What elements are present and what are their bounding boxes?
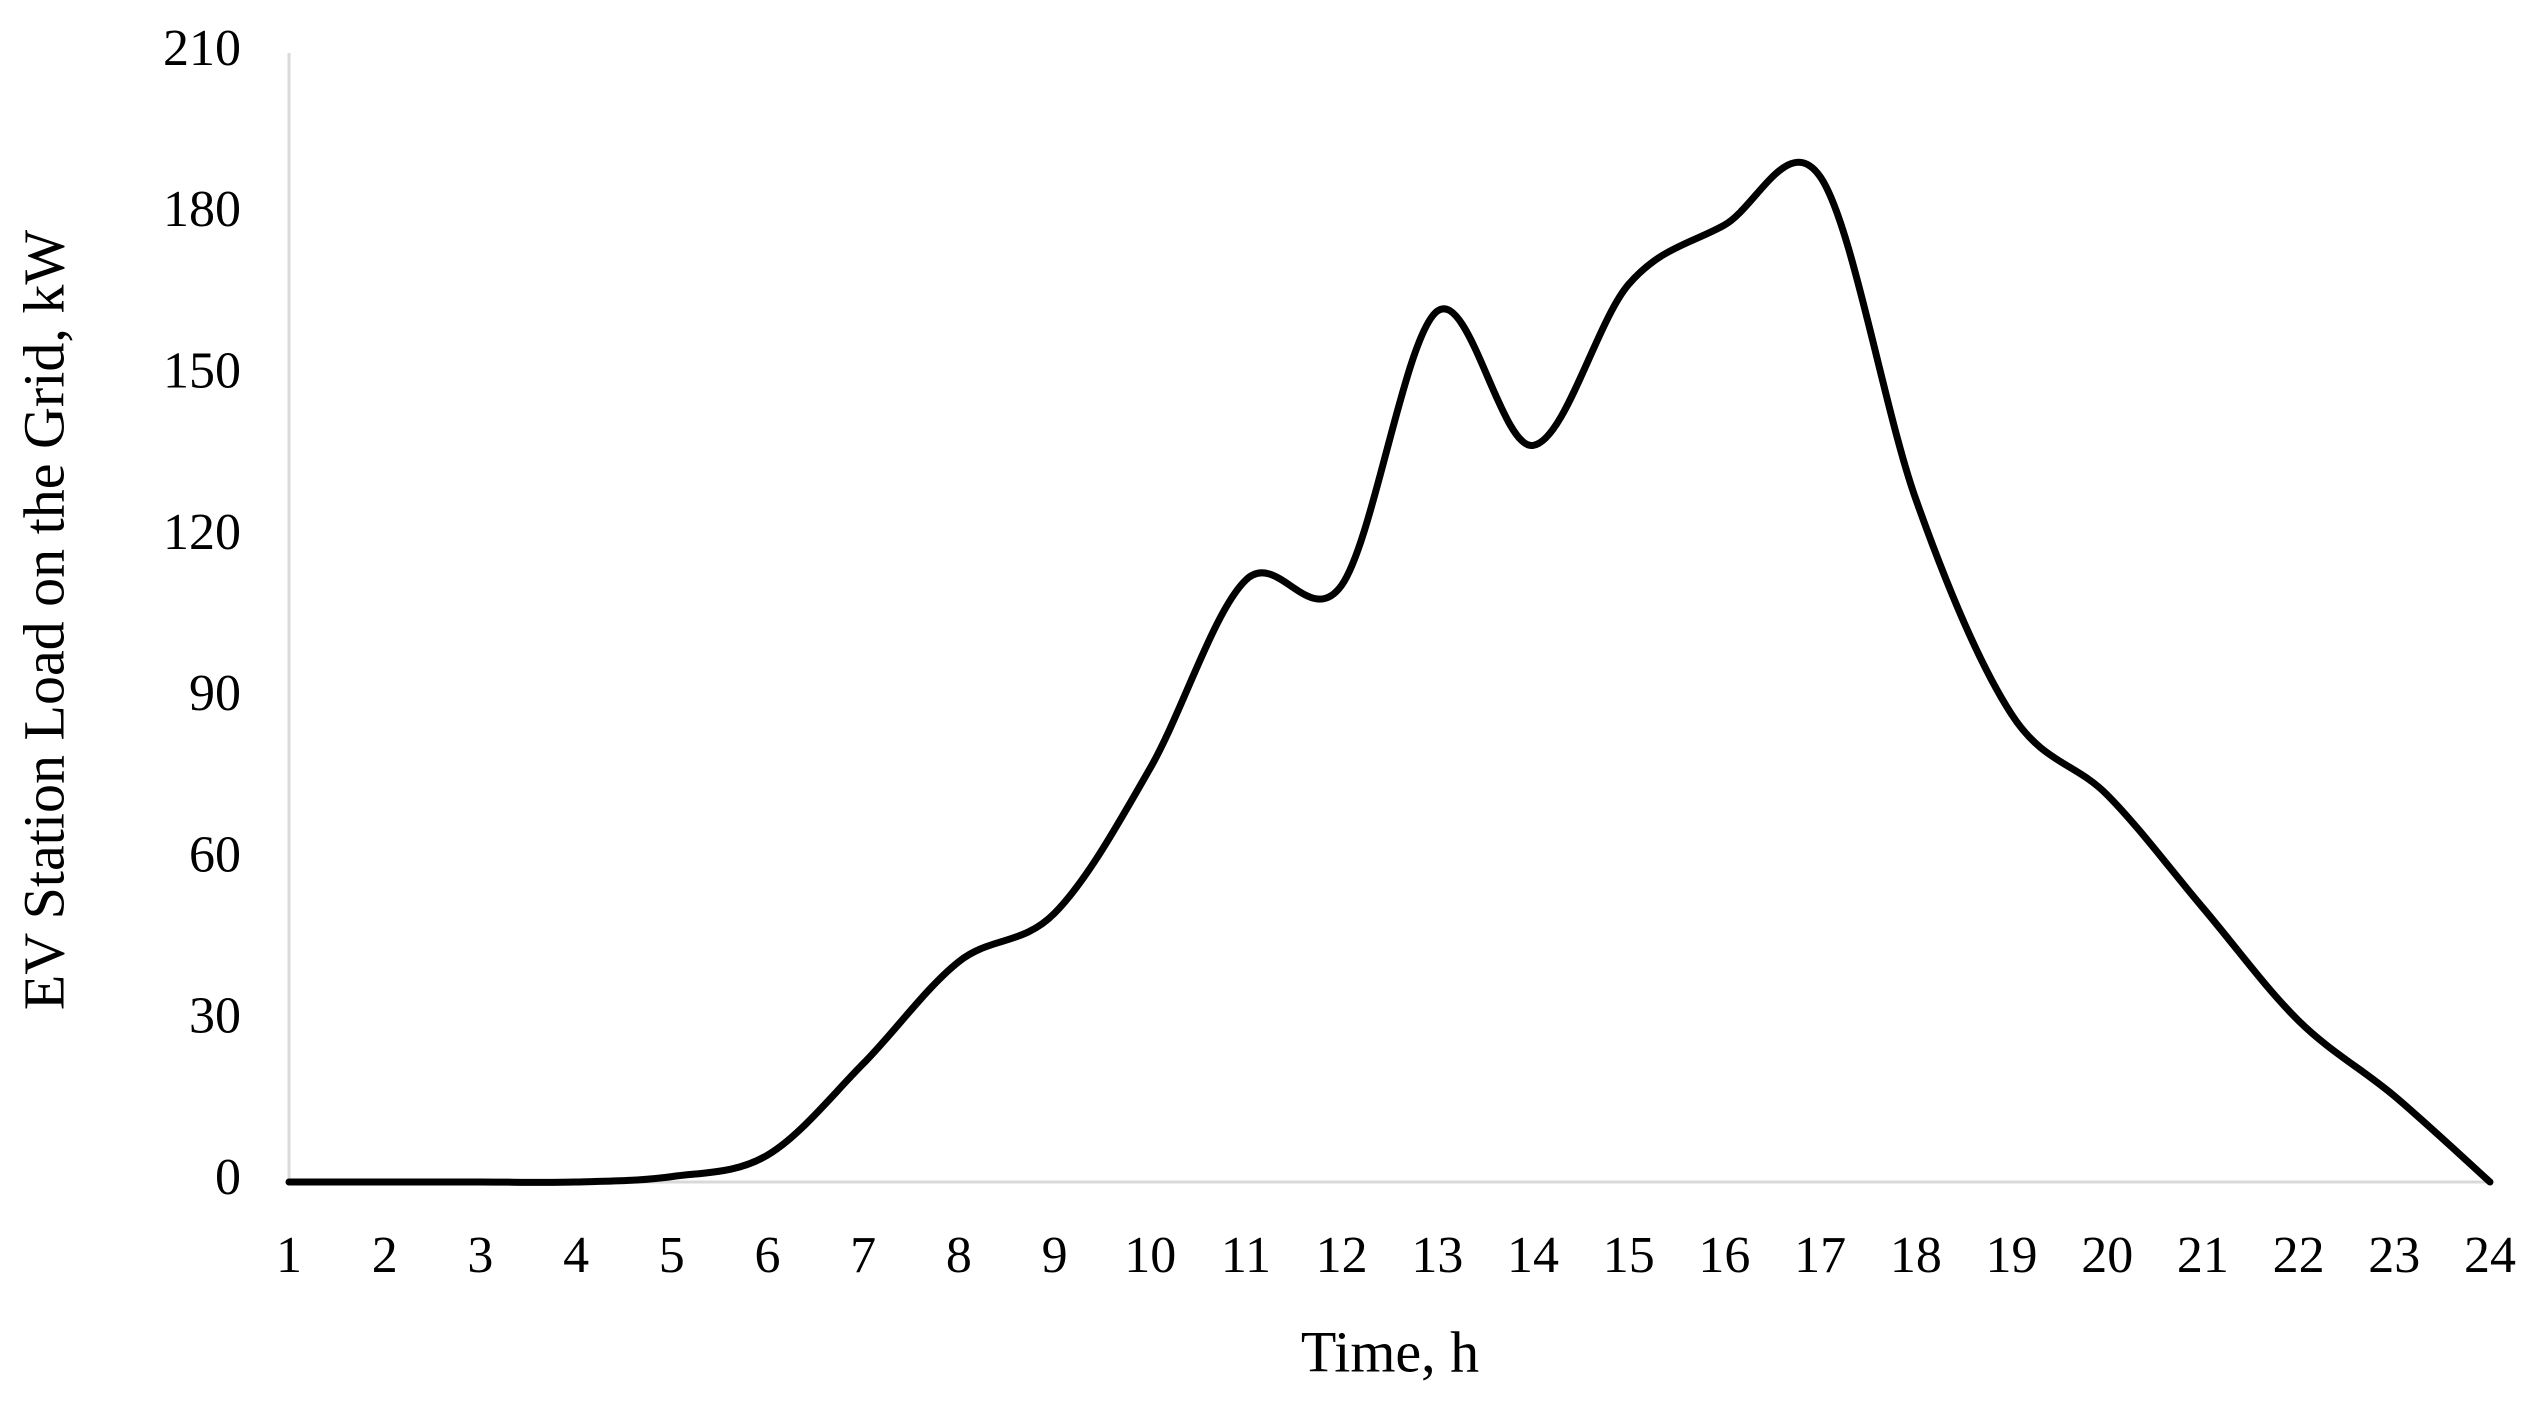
x-tick-label: 1 [276, 1227, 302, 1284]
y-tick-label: 210 [163, 20, 241, 77]
y-tick-label: 30 [189, 988, 241, 1045]
x-tick-label: 15 [1603, 1227, 1655, 1284]
x-tick-label: 20 [2081, 1227, 2133, 1284]
x-tick-label: 17 [1794, 1227, 1846, 1284]
x-tick-label: 24 [2464, 1227, 2516, 1284]
y-tick-label: 180 [163, 181, 241, 238]
x-tick-label: 12 [1316, 1227, 1368, 1284]
x-tick-label: 4 [563, 1227, 589, 1284]
x-tick-label: 18 [1890, 1227, 1942, 1284]
y-tick-label: 90 [189, 665, 241, 722]
x-tick-label: 13 [1411, 1227, 1463, 1284]
y-tick-label: 150 [163, 343, 241, 400]
x-axis-title: Time, h [1301, 1319, 1479, 1384]
x-tick-label: 16 [1698, 1227, 1750, 1284]
y-tick-label: 120 [163, 504, 241, 561]
x-tick-label: 6 [754, 1227, 780, 1284]
x-tick-label: 7 [850, 1227, 876, 1284]
x-tick-label: 10 [1124, 1227, 1176, 1284]
x-tick-label: 3 [467, 1227, 493, 1284]
x-tick-label: 9 [1042, 1227, 1068, 1284]
data-line [285, 158, 2494, 1186]
x-tick-label: 19 [1986, 1227, 2038, 1284]
x-tick-label: 11 [1221, 1227, 1271, 1284]
x-tick-label: 22 [2273, 1227, 2325, 1284]
x-tick-label: 2 [372, 1227, 398, 1284]
x-tick-label: 23 [2368, 1227, 2420, 1284]
y-tick-label: 0 [215, 1149, 241, 1206]
x-tick-label: 21 [2177, 1227, 2229, 1284]
x-tick-label: 8 [946, 1227, 972, 1284]
x-tick-label: 14 [1507, 1227, 1559, 1284]
x-tick-label: 5 [659, 1227, 685, 1284]
y-axis-title: EV Station Load on the Grid, kW [11, 230, 76, 1010]
y-tick-label: 60 [189, 826, 241, 883]
